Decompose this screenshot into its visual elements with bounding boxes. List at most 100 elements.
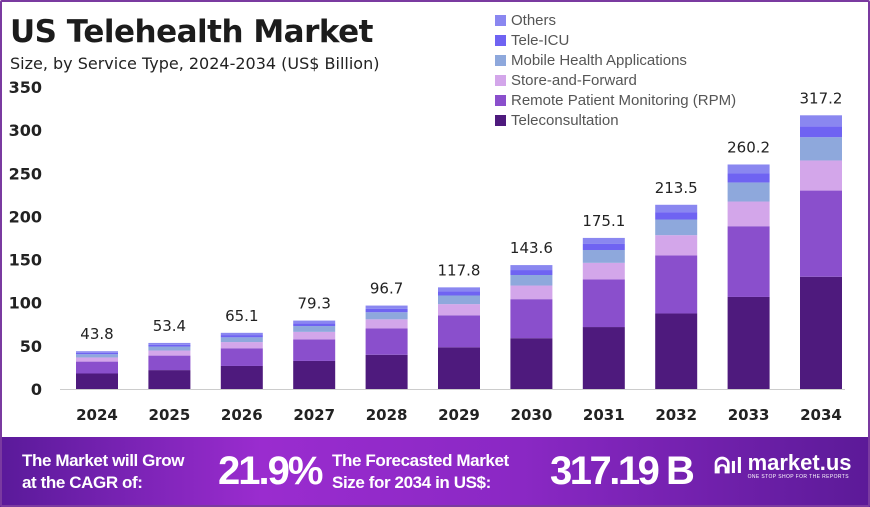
bar-segment xyxy=(800,190,842,277)
data-label: 260.2 xyxy=(727,138,770,156)
data-label: 175.1 xyxy=(582,212,625,230)
x-tick-label: 2027 xyxy=(293,406,335,424)
bar-segment xyxy=(510,275,553,286)
bar-segment xyxy=(800,126,842,138)
bar-segment xyxy=(220,337,263,343)
data-label: 43.8 xyxy=(80,325,113,343)
data-label: 143.6 xyxy=(510,239,553,257)
bar-segment xyxy=(582,279,625,328)
bar-segment xyxy=(365,354,408,389)
legend-label: Remote Patient Monitoring (RPM) xyxy=(511,91,737,109)
legend-swatch xyxy=(495,34,506,46)
bar-segment xyxy=(76,352,118,355)
summary-banner: The Market will Grow at the CAGR of: 21.9… xyxy=(0,437,870,507)
bar-segment xyxy=(293,326,336,332)
bar-segment xyxy=(438,347,480,389)
bar-segment xyxy=(510,270,553,276)
x-tick-label: 2032 xyxy=(655,406,697,424)
bar-segment xyxy=(365,328,408,355)
data-label: 317.2 xyxy=(800,89,843,107)
bar-segment xyxy=(655,235,698,256)
bar-segment xyxy=(510,285,553,300)
legend-label: Store-and-Forward xyxy=(511,71,637,89)
bar-segment xyxy=(76,361,118,374)
legend-item: Teleconsultation xyxy=(495,110,736,130)
bar-segment xyxy=(655,255,698,314)
forecast-label-line2: Size for 2034 in US$: xyxy=(332,473,491,492)
bar-segment xyxy=(148,350,191,356)
bar-segment xyxy=(727,201,770,227)
data-label: 65.1 xyxy=(225,307,258,325)
bar-segment xyxy=(220,335,263,338)
bar-segment xyxy=(582,327,625,389)
data-label: 96.7 xyxy=(370,280,403,298)
x-tick-label: 2031 xyxy=(583,406,625,424)
x-tick-label: 2029 xyxy=(438,406,480,424)
y-tick-label: 350 xyxy=(9,78,42,97)
cagr-label-line2: at the CAGR of: xyxy=(22,473,143,492)
y-tick-label: 250 xyxy=(9,164,42,183)
legend-item: Others xyxy=(495,10,736,30)
x-tick-label: 2028 xyxy=(366,406,408,424)
bar-segment xyxy=(76,357,118,362)
bar-segment xyxy=(727,182,770,202)
forecast-value: 317.19 B xyxy=(550,449,695,493)
y-tick-label: 0 xyxy=(31,380,42,399)
bar-segment xyxy=(510,299,553,339)
legend: Others Tele-ICU Mobile Health Applications… xyxy=(495,10,736,130)
bar-segment xyxy=(655,313,698,389)
legend-swatch xyxy=(495,74,506,86)
y-tick-label: 150 xyxy=(9,251,42,270)
bar-segment xyxy=(220,342,263,349)
bar-segment xyxy=(293,360,336,389)
bar-segment xyxy=(800,137,842,161)
x-tick-label: 2026 xyxy=(221,406,263,424)
bar-segment xyxy=(365,305,408,309)
bar-segment xyxy=(293,320,336,324)
bar-segment xyxy=(365,308,408,313)
data-label: 53.4 xyxy=(153,317,186,335)
y-tick-label: 50 xyxy=(20,337,42,356)
bar-segment xyxy=(148,342,191,345)
bar-segment xyxy=(655,204,698,213)
bar-segment xyxy=(438,295,480,305)
data-label: 213.5 xyxy=(655,179,698,197)
bar-segment xyxy=(148,370,191,389)
bar-segment xyxy=(582,262,625,280)
legend-item: Store-and-Forward xyxy=(495,70,736,90)
bar-segment xyxy=(727,173,770,183)
bar-segment xyxy=(727,296,770,389)
chart-title: US Telehealth Market xyxy=(10,14,374,50)
bar-segment xyxy=(582,250,625,263)
bar-segment xyxy=(800,276,842,389)
legend-item: Tele-ICU xyxy=(495,30,736,50)
bar-segment xyxy=(293,339,336,361)
bar-segment xyxy=(655,212,698,220)
bar-segment xyxy=(148,355,191,371)
bar-segment xyxy=(727,164,770,174)
legend-label: Teleconsultation xyxy=(511,111,619,129)
x-tick-label: 2034 xyxy=(800,406,842,424)
bar-segment xyxy=(365,319,408,329)
logo-tagline: ONE STOP SHOP FOR THE REPORTS xyxy=(747,474,849,480)
bar-segment xyxy=(76,351,118,353)
legend-item: Remote Patient Monitoring (RPM) xyxy=(495,90,736,110)
legend-label: Mobile Health Applications xyxy=(511,51,687,69)
bar-segment xyxy=(293,323,336,327)
data-label: 117.8 xyxy=(438,261,481,279)
bar-segment xyxy=(582,243,625,251)
logo-icon: ᕱıl xyxy=(714,453,743,478)
forecast-label: The Forecasted Market Size for 2034 in US… xyxy=(332,450,509,494)
bar-segment xyxy=(76,354,118,358)
chart-subtitle: Size, by Service Type, 2024-2034 (US$ Bi… xyxy=(10,54,380,73)
bar-segment xyxy=(655,219,698,236)
x-tick-label: 2033 xyxy=(728,406,770,424)
data-label: 79.3 xyxy=(297,295,330,313)
bar-segment xyxy=(293,331,336,340)
bar-segment xyxy=(438,304,480,316)
bar-segment xyxy=(727,226,770,297)
logo-name: market.us xyxy=(747,450,852,475)
bar-segment xyxy=(148,346,191,351)
legend-swatch xyxy=(495,94,506,106)
bar-segment xyxy=(148,344,191,347)
